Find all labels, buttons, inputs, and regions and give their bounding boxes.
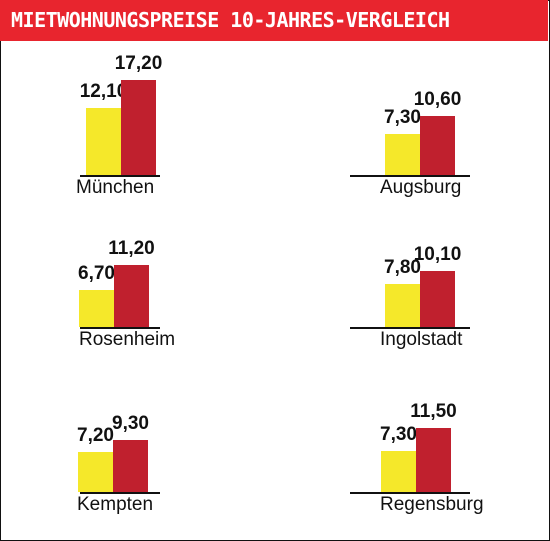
rosenheim-bar-old [79, 290, 114, 327]
regensburg-bar-new [416, 428, 451, 492]
rosenheim-baseline [80, 327, 160, 329]
kempten-city-label: Kempten [77, 494, 154, 515]
title-banner: MIETWOHNUNGSPREISE 10-JAHRES-VERGLEICH [0, 0, 548, 41]
augsburg-city-label: Augsburg [380, 177, 462, 198]
rosenheim-city-label: Rosenheim [79, 329, 176, 350]
regensburg-bar-old [381, 451, 416, 492]
regensburg-city-label: Regensburg [380, 494, 484, 515]
chart-title: MIETWOHNUNGSPREISE 10-JAHRES-VERGLEICH [11, 8, 450, 32]
ingolstadt-value-label-old: 7,80 [384, 257, 421, 278]
regensburg-baseline [350, 492, 470, 494]
ingolstadt-bar-old [385, 284, 420, 327]
kempten-value-label-old: 7,20 [77, 425, 114, 446]
kempten-bar-new [113, 440, 148, 492]
kempten-value-label-new: 9,30 [112, 413, 149, 434]
muenchen-baseline [80, 175, 160, 177]
kempten-baseline [80, 492, 160, 494]
augsburg-bar-old [385, 134, 420, 175]
ingolstadt-baseline [350, 327, 470, 329]
muenchen-bar-old [86, 108, 121, 175]
regensburg-value-label-new: 11,50 [410, 401, 457, 422]
muenchen-value-label-old: 12,10 [79, 81, 128, 102]
ingolstadt-bar-new [420, 271, 455, 327]
augsburg-bar-new [420, 116, 455, 175]
muenchen-bar-new [121, 80, 156, 175]
regensburg-value-label-old: 7,30 [380, 424, 417, 445]
augsburg-baseline [350, 175, 470, 177]
muenchen-city-label: München [76, 177, 155, 198]
ingolstadt-city-label: Ingolstadt [380, 329, 463, 350]
rosenheim-bar-new [114, 265, 149, 327]
ingolstadt-value-label-new: 10,10 [413, 244, 462, 265]
augsburg-value-label-new: 10,60 [413, 89, 462, 110]
muenchen-value-label-new: 17,20 [114, 53, 163, 74]
augsburg-value-label-old: 7,30 [384, 107, 421, 128]
rosenheim-value-label-new: 11,20 [108, 238, 155, 259]
rosenheim-value-label-old: 6,70 [78, 263, 115, 284]
kempten-bar-old [78, 452, 113, 492]
